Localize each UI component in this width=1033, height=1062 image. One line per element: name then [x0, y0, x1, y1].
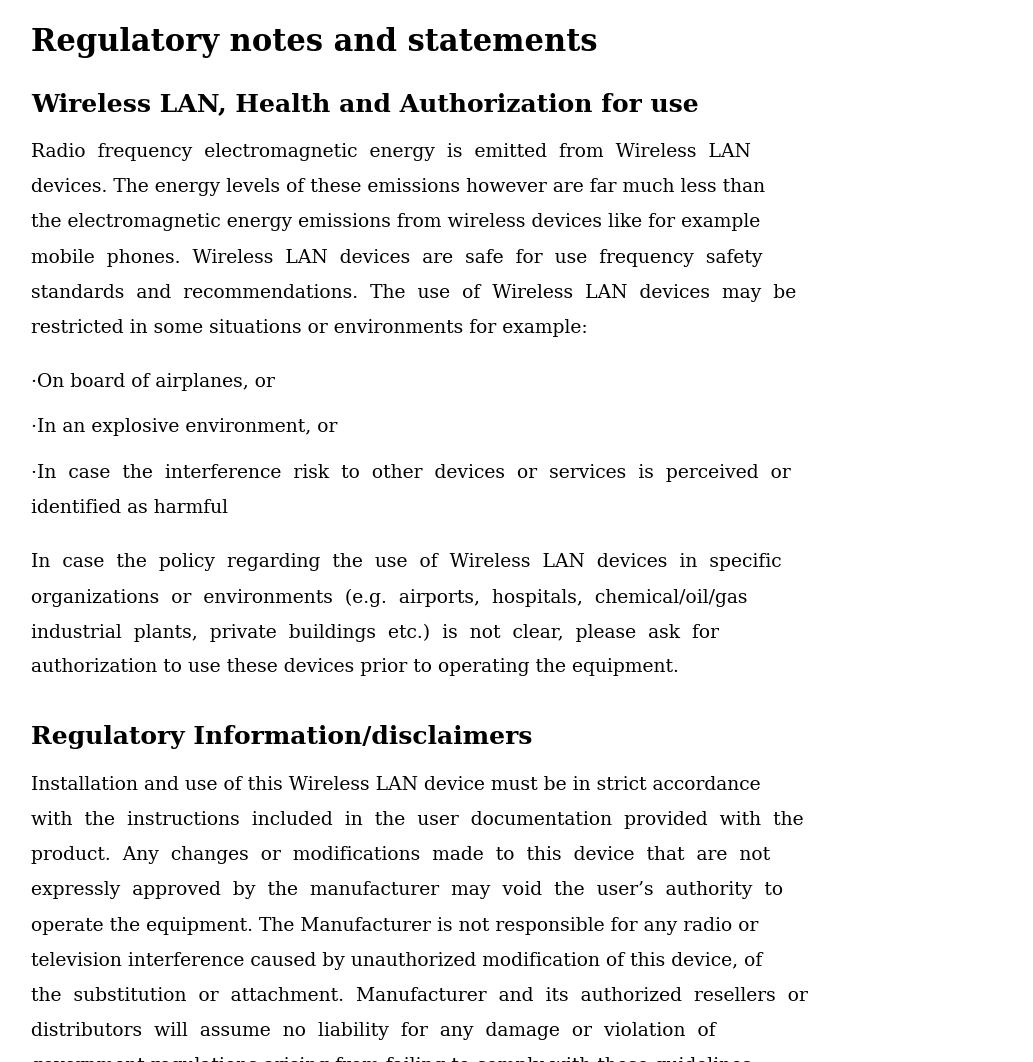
Text: restricted in some situations or environments for example:: restricted in some situations or environ…	[31, 319, 588, 337]
Text: the  substitution  or  attachment.  Manufacturer  and  its  authorized  reseller: the substitution or attachment. Manufact…	[31, 987, 808, 1005]
Text: Radio  frequency  electromagnetic  energy  is  emitted  from  Wireless  LAN: Radio frequency electromagnetic energy i…	[31, 143, 751, 161]
Text: television interference caused by unauthorized modification of this device, of: television interference caused by unauth…	[31, 952, 762, 970]
Text: the electromagnetic energy emissions from wireless devices like for example: the electromagnetic energy emissions fro…	[31, 213, 760, 232]
Text: authorization to use these devices prior to operating the equipment.: authorization to use these devices prior…	[31, 658, 679, 676]
Text: mobile  phones.  Wireless  LAN  devices  are  safe  for  use  frequency  safety: mobile phones. Wireless LAN devices are …	[31, 249, 762, 267]
Text: expressly  approved  by  the  manufacturer  may  void  the  user’s  authority  t: expressly approved by the manufacturer m…	[31, 881, 783, 900]
Text: Regulatory Information/disclaimers: Regulatory Information/disclaimers	[31, 725, 532, 750]
Text: ·In an explosive environment, or: ·In an explosive environment, or	[31, 418, 338, 436]
Text: organizations  or  environments  (e.g.  airports,  hospitals,  chemical/oil/gas: organizations or environments (e.g. airp…	[31, 588, 748, 606]
Text: distributors  will  assume  no  liability  for  any  damage  or  violation  of: distributors will assume no liability fo…	[31, 1022, 716, 1040]
Text: Wireless LAN, Health and Authorization for use: Wireless LAN, Health and Authorization f…	[31, 92, 698, 117]
Text: standards  and  recommendations.  The  use  of  Wireless  LAN  devices  may  be: standards and recommendations. The use o…	[31, 284, 796, 302]
Text: industrial  plants,  private  buildings  etc.)  is  not  clear,  please  ask  fo: industrial plants, private buildings etc…	[31, 623, 719, 641]
Text: devices. The energy levels of these emissions however are far much less than: devices. The energy levels of these emis…	[31, 178, 765, 196]
Text: Installation and use of this Wireless LAN device must be in strict accordance: Installation and use of this Wireless LA…	[31, 776, 760, 794]
Text: product.  Any  changes  or  modifications  made  to  this  device  that  are  no: product. Any changes or modifications ma…	[31, 846, 771, 864]
Text: with  the  instructions  included  in  the  user  documentation  provided  with : with the instructions included in the us…	[31, 811, 804, 829]
Text: Regulatory notes and statements: Regulatory notes and statements	[31, 27, 597, 57]
Text: In  case  the  policy  regarding  the  use  of  Wireless  LAN  devices  in  spec: In case the policy regarding the use of …	[31, 553, 782, 571]
Text: operate the equipment. The Manufacturer is not responsible for any radio or: operate the equipment. The Manufacturer …	[31, 917, 758, 935]
Text: ·In  case  the  interference  risk  to  other  devices  or  services  is  percei: ·In case the interference risk to other …	[31, 464, 790, 482]
Text: government regulations arising from failing to comply with these guidelines.: government regulations arising from fail…	[31, 1057, 757, 1062]
Text: ·On board of airplanes, or: ·On board of airplanes, or	[31, 373, 275, 391]
Text: identified as harmful: identified as harmful	[31, 499, 228, 517]
